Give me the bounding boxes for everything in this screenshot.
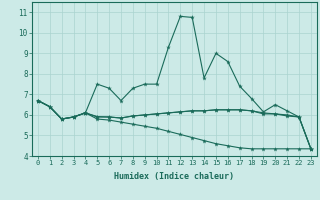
X-axis label: Humidex (Indice chaleur): Humidex (Indice chaleur) bbox=[115, 172, 234, 181]
